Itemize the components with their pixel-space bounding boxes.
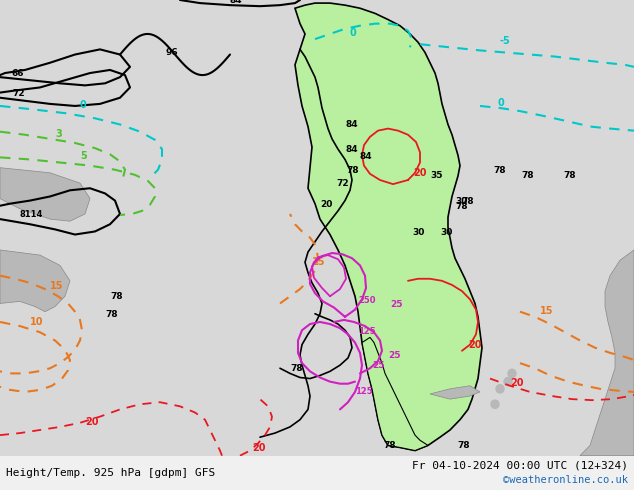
Text: 78: 78 — [110, 293, 122, 301]
Polygon shape — [295, 3, 482, 451]
Polygon shape — [580, 250, 634, 456]
Text: 84: 84 — [230, 0, 243, 5]
Text: 78: 78 — [564, 171, 576, 180]
Text: 20: 20 — [413, 168, 427, 178]
Circle shape — [491, 400, 499, 408]
Text: 30: 30 — [455, 196, 467, 206]
Text: 125: 125 — [355, 387, 373, 396]
Polygon shape — [0, 250, 70, 312]
Text: 30: 30 — [440, 227, 453, 237]
Text: 78: 78 — [455, 202, 468, 211]
Text: Height/Temp. 925 hPa [gdpm] GFS: Height/Temp. 925 hPa [gdpm] GFS — [6, 468, 216, 478]
Text: 78: 78 — [384, 441, 396, 450]
Text: 5: 5 — [80, 151, 87, 161]
Text: 0: 0 — [498, 98, 505, 108]
Text: 3: 3 — [55, 129, 61, 139]
Polygon shape — [362, 338, 428, 451]
Text: 35: 35 — [430, 171, 443, 180]
Text: 66: 66 — [12, 69, 25, 78]
Text: 20: 20 — [85, 417, 98, 427]
Text: 20: 20 — [252, 442, 266, 453]
Text: 30: 30 — [412, 227, 424, 237]
Text: 20: 20 — [510, 378, 524, 388]
Text: Fr 04-10-2024 00:00 UTC (12+324): Fr 04-10-2024 00:00 UTC (12+324) — [411, 461, 628, 470]
Text: 72: 72 — [12, 89, 25, 98]
Text: 15: 15 — [50, 281, 63, 291]
Text: 84: 84 — [360, 152, 373, 161]
Text: -5: -5 — [500, 36, 511, 46]
Polygon shape — [0, 168, 90, 221]
Circle shape — [496, 385, 504, 393]
Text: 78: 78 — [105, 310, 118, 319]
Text: 84: 84 — [345, 145, 358, 154]
Text: 15: 15 — [312, 257, 325, 268]
Text: 15: 15 — [540, 306, 553, 316]
Text: 78: 78 — [522, 171, 534, 180]
Text: 10: 10 — [30, 317, 44, 327]
Text: 72: 72 — [336, 179, 349, 188]
Text: 78: 78 — [346, 166, 359, 175]
Text: 78: 78 — [290, 365, 303, 373]
Circle shape — [504, 377, 512, 386]
Text: 0: 0 — [350, 28, 357, 38]
Text: 250: 250 — [358, 296, 375, 305]
Text: 78: 78 — [462, 196, 474, 206]
Text: 25: 25 — [388, 351, 401, 360]
Text: 20: 20 — [320, 200, 332, 209]
Text: ©weatheronline.co.uk: ©weatheronline.co.uk — [503, 475, 628, 485]
Text: 25: 25 — [390, 299, 403, 309]
Text: 96: 96 — [165, 48, 178, 56]
Text: 78: 78 — [458, 441, 470, 450]
Text: 0: 0 — [80, 100, 87, 110]
Text: 20: 20 — [468, 340, 481, 350]
Polygon shape — [430, 386, 480, 399]
Circle shape — [508, 369, 516, 377]
Text: 25: 25 — [372, 361, 384, 370]
Text: 125: 125 — [358, 327, 375, 336]
Text: 8114: 8114 — [20, 210, 43, 219]
Text: 78: 78 — [494, 166, 507, 175]
Text: 84: 84 — [345, 120, 358, 128]
